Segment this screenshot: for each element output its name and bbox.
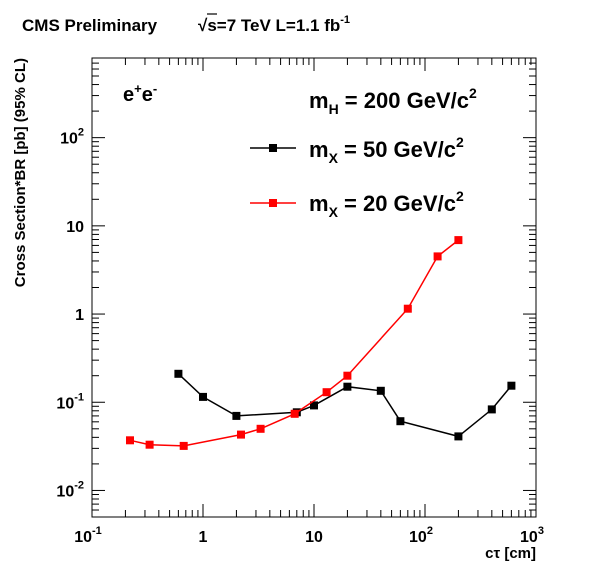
title-experiment: CMS Preliminary <box>22 16 158 35</box>
y-tick-label: 10-1 <box>56 391 84 412</box>
y-tick-label: 102 <box>60 127 84 148</box>
data-point <box>145 440 154 449</box>
data-point <box>454 236 463 245</box>
data-point <box>454 432 463 441</box>
data-point <box>290 409 299 418</box>
data-point <box>232 411 241 420</box>
legend: mX = 50 GeV/c2 mX = 20 GeV/c2 <box>250 134 464 220</box>
legend-label-mx20: mX = 20 GeV/c2 <box>309 188 464 220</box>
chart-title: CMS Preliminary <box>22 16 158 35</box>
y-tick-label: 1 <box>75 307 84 324</box>
y-tick-label: 10 <box>66 219 84 236</box>
data-point <box>237 430 245 439</box>
data-point <box>507 381 516 390</box>
data-point <box>343 371 352 380</box>
sqrt-symbol: √ <box>198 16 208 35</box>
axes: 10-1 1 10 102 103 10-2 10-1 1 10 102 <box>56 57 544 546</box>
data-point <box>343 382 352 391</box>
x-tick-label: 10 <box>305 529 323 546</box>
data-point <box>256 424 265 433</box>
legend-marker-mx50 <box>269 144 277 152</box>
data-point <box>403 304 412 313</box>
x-axis-title: cτ [cm] <box>485 545 536 562</box>
title-energy-exponent: -1 <box>340 14 350 26</box>
legend-marker-mx20 <box>269 199 277 207</box>
data-point <box>396 417 405 426</box>
data-point <box>179 441 188 450</box>
data-point <box>310 401 318 410</box>
y-tick-label: 10-2 <box>56 479 84 500</box>
title-energy-label: √s=7 TeV L=1.1 fb-1 <box>198 14 350 35</box>
data-point <box>199 392 207 401</box>
data-point <box>322 388 331 397</box>
x-tick-label: 1 <box>199 529 208 546</box>
legend-label-mx50: mX = 50 GeV/c2 <box>309 134 464 166</box>
data-point <box>376 386 385 395</box>
plot-frame <box>91 57 537 518</box>
data-point <box>126 436 134 445</box>
x-tick-label: 102 <box>409 525 433 546</box>
data-point <box>174 369 183 378</box>
data-point <box>433 252 442 261</box>
series-layer <box>126 236 516 450</box>
data-point <box>487 405 496 414</box>
x-tick-label: 10-1 <box>74 525 102 546</box>
y-axis-title: Cross Section*BR [pb] (95% CL) <box>12 58 29 287</box>
higgs-mass-label: mH = 200 GeV/c2 <box>309 85 477 117</box>
channel-label: e+e- <box>123 81 157 106</box>
x-tick-label: 103 <box>520 525 544 546</box>
title-energy: s=7 TeV L=1.1 fb <box>207 16 340 35</box>
